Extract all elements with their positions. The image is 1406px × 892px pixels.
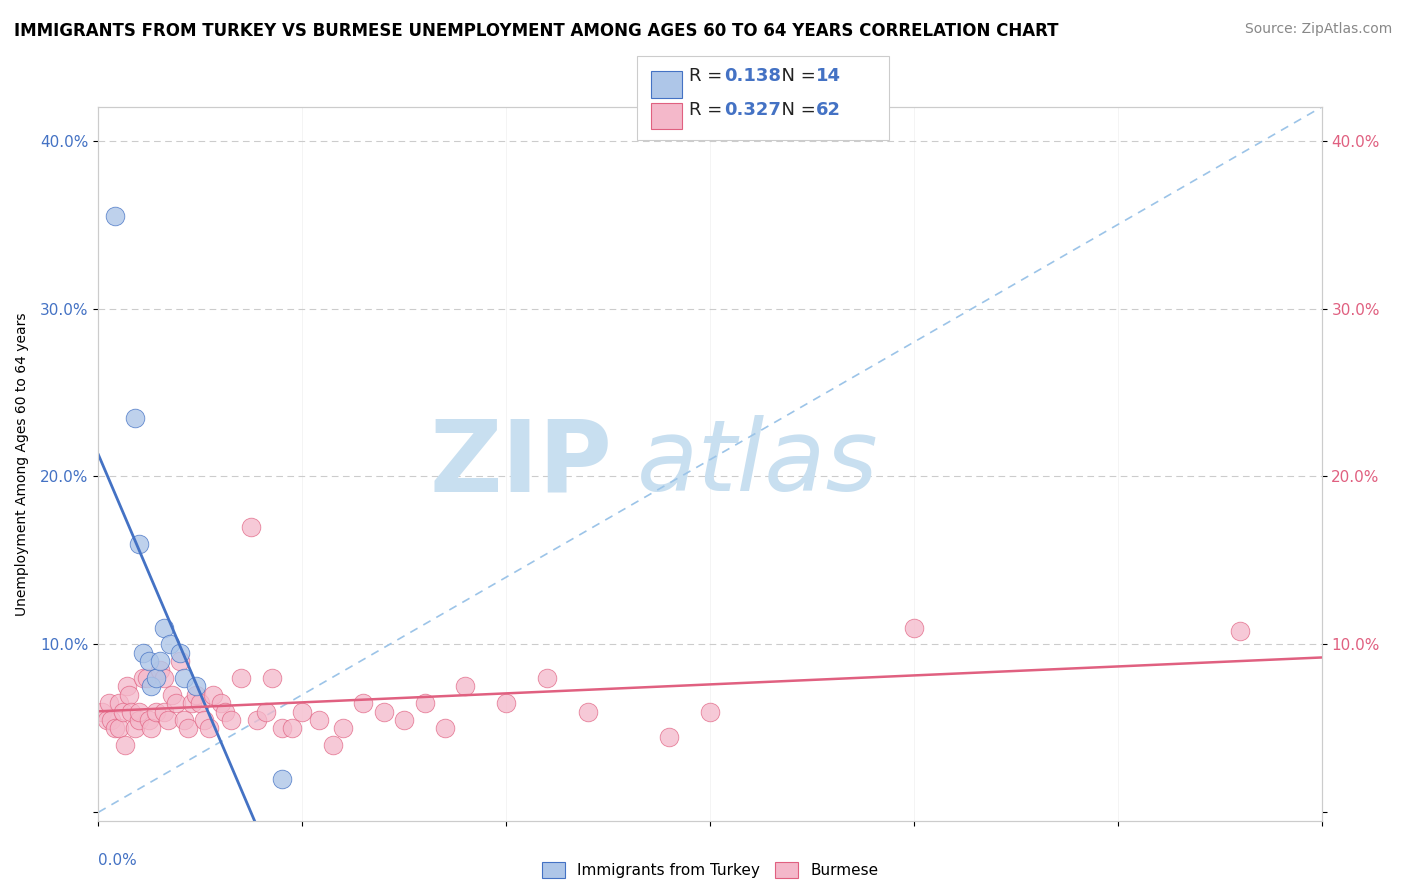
Point (699, 705, 721, 719)
Text: N =: N = (770, 101, 823, 119)
Point (270, 772, 294, 786)
Text: 62: 62 (815, 101, 841, 119)
Point (120, 705, 142, 719)
Point (145, 671, 167, 685)
Point (188, 696, 212, 710)
Point (193, 713, 215, 727)
Point (254, 705, 277, 719)
Point (159, 637, 181, 651)
Point (214, 705, 236, 719)
Point (291, 705, 314, 719)
Point (209, 696, 232, 710)
Point (138, 654, 160, 668)
Point (281, 721, 304, 735)
Point (145, 705, 167, 719)
Text: atlas: atlas (637, 416, 879, 512)
Point (104, 209, 127, 223)
Point (219, 713, 242, 727)
Point (658, 730, 681, 744)
Text: N =: N = (770, 67, 823, 85)
Text: R =: R = (689, 101, 728, 119)
Point (495, 696, 517, 710)
Point (141, 679, 163, 693)
Point (173, 671, 195, 685)
Point (152, 671, 174, 685)
Point (903, 621, 925, 635)
Point (186, 679, 208, 693)
Point (149, 663, 172, 677)
Point (132, 646, 155, 660)
Point (124, 410, 146, 425)
Point (246, 713, 269, 727)
Point (332, 721, 354, 735)
Text: IMMIGRANTS FROM TURKEY VS BURMESE UNEMPLOYMENT AMONG AGES 60 TO 64 YEARS CORRELA: IMMIGRANTS FROM TURKEY VS BURMESE UNEMPL… (14, 22, 1059, 40)
Point (373, 705, 395, 719)
Point (111, 705, 134, 719)
Point (413, 696, 436, 710)
Y-axis label: Unemployment Among Ages 60 to 64 years: Unemployment Among Ages 60 to 64 years (15, 312, 30, 615)
Point (108, 696, 131, 710)
Point (91, 705, 114, 719)
Point (173, 713, 195, 727)
Point (136, 671, 159, 685)
Point (240, 520, 263, 534)
Point (392, 713, 416, 727)
Point (152, 621, 174, 635)
Text: ZIP: ZIP (429, 416, 612, 512)
Point (536, 671, 558, 685)
Point (97, 696, 120, 710)
Point (197, 721, 219, 735)
Point (128, 713, 150, 727)
Text: 0.327: 0.327 (724, 101, 780, 119)
Point (128, 705, 150, 719)
Point (152, 705, 174, 719)
Point (434, 721, 457, 735)
Point (231, 671, 253, 685)
Point (169, 646, 191, 660)
Point (128, 536, 150, 550)
Point (100, 713, 122, 727)
Point (260, 671, 283, 685)
Point (454, 679, 477, 693)
Point (576, 705, 599, 719)
Point (124, 721, 146, 735)
Point (149, 654, 172, 668)
Point (270, 721, 294, 735)
Text: Source: ZipAtlas.com: Source: ZipAtlas.com (1244, 22, 1392, 37)
Text: 14: 14 (815, 67, 841, 85)
Point (181, 696, 204, 710)
Point (115, 679, 138, 693)
Point (177, 721, 200, 735)
Legend: Immigrants from Turkey, Burmese: Immigrants from Turkey, Burmese (536, 856, 884, 884)
Point (96, 713, 118, 727)
Point (141, 721, 163, 735)
Text: 0.138: 0.138 (724, 67, 782, 85)
Point (104, 721, 127, 735)
Point (118, 688, 141, 702)
Point (1229, 624, 1251, 638)
Point (156, 713, 179, 727)
Point (132, 671, 155, 685)
Point (114, 738, 136, 752)
Point (165, 696, 187, 710)
Point (169, 654, 191, 668)
Point (352, 696, 374, 710)
Point (138, 713, 160, 727)
Point (160, 688, 183, 702)
Point (186, 688, 208, 702)
Point (108, 721, 131, 735)
Point (308, 713, 330, 727)
Text: 0.0%: 0.0% (98, 853, 138, 868)
Point (322, 738, 344, 752)
Text: R =: R = (689, 67, 728, 85)
Point (201, 688, 224, 702)
